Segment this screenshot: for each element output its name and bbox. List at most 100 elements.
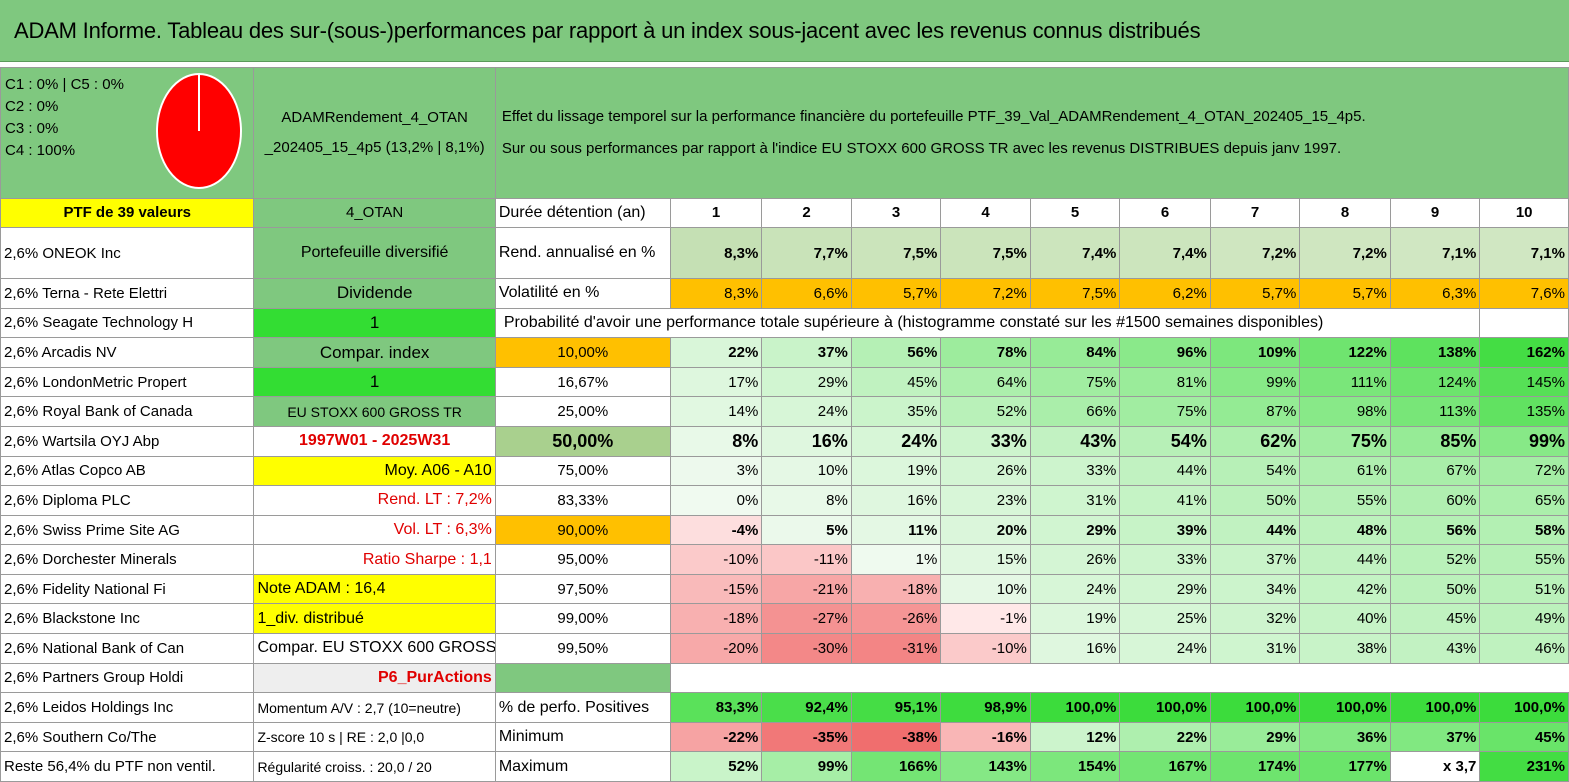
max-value: 166% (850, 751, 942, 782)
proba-value: 72% (1479, 455, 1569, 487)
proba-value: 24% (1119, 633, 1211, 664)
duration-2: 2 (761, 197, 852, 229)
proba-value: 44% (1299, 544, 1391, 575)
proba-value: 52% (1389, 544, 1481, 575)
max-value: x 3,7 (1389, 751, 1481, 782)
rend-value: 7,5% (940, 227, 1031, 280)
info-cell: EU STOXX 600 GROSS TR (253, 396, 496, 428)
proba-value: 16% (850, 485, 942, 516)
pos-value: 100,0% (1119, 692, 1211, 723)
min-value: 36% (1299, 721, 1391, 753)
duration-3: 3 (850, 197, 942, 229)
info-cell: 1 (253, 366, 496, 398)
max-value: 154% (1029, 751, 1121, 782)
proba-threshold: 99,50% (494, 633, 671, 664)
proba-value: 113% (1389, 396, 1481, 428)
info-cell: Rend. LT : 7,2% (253, 485, 496, 516)
vol-value: 8,3% (669, 278, 763, 309)
proba-value: 48% (1299, 514, 1391, 546)
min-value: 37% (1389, 721, 1481, 753)
proba-value: -20% (669, 633, 763, 664)
proba-value: 135% (1479, 396, 1569, 428)
pie-chart (155, 72, 243, 197)
holding-name: 2,6% National Bank of Can (0, 633, 255, 664)
proba-value: 26% (940, 455, 1031, 487)
proba-value: 40% (1299, 603, 1391, 635)
proba-value: 26% (1029, 544, 1121, 575)
empty-cell (1479, 307, 1569, 339)
info-cell: Z-score 10 s | RE : 2,0 |0,0 (253, 721, 496, 753)
holding-name: 2,6% Dorchester Minerals (0, 544, 255, 575)
proba-value: 49% (1479, 603, 1569, 635)
proba-value: 54% (1209, 455, 1301, 487)
vol-value: 6,6% (761, 278, 852, 309)
holding-name: 2,6% Royal Bank of Canada (0, 396, 255, 428)
proba-value: 67% (1389, 455, 1481, 487)
proba-value: -26% (850, 603, 942, 635)
holding-name: 2,6% Leidos Holdings Inc (0, 692, 255, 723)
proba-threshold: 25,00% (494, 396, 671, 428)
proba-value: -18% (669, 603, 763, 635)
proba-value: 33% (940, 426, 1031, 457)
empty-area (670, 663, 1568, 693)
pos-value: 100,0% (1029, 692, 1121, 723)
proba-value: 38% (1299, 633, 1391, 664)
proba-value: 14% (669, 396, 763, 428)
proba-value: 111% (1299, 366, 1391, 398)
proba-value: 62% (1209, 426, 1301, 457)
proba-value: 96% (1119, 337, 1211, 368)
duration-9: 9 (1389, 197, 1481, 229)
rend-value: 7,2% (1299, 227, 1391, 280)
proba-value: 46% (1479, 633, 1569, 664)
pos-value: 100,0% (1389, 692, 1481, 723)
holding-name: 2,6% LondonMetric Propert (0, 366, 255, 398)
holding-name: 2,6% Wartsila OYJ Abp (0, 426, 255, 457)
proba-value: 42% (1299, 573, 1391, 605)
pos-label: % de perfo. Positives (494, 692, 671, 723)
rend-value: 8,3% (669, 227, 763, 280)
pie-legend-cell: C1 : 0% | C5 : 0% C2 : 0% C3 : 0% C4 : 1… (0, 67, 255, 199)
pie-legend-c3: C3 : 0% (5, 120, 59, 137)
proba-value: 22% (669, 337, 763, 368)
min-value: 29% (1209, 721, 1301, 753)
proba-value: 29% (1029, 514, 1121, 546)
proba-value: 8% (761, 485, 852, 516)
proba-value: 55% (1299, 485, 1391, 516)
proba-threshold: 10,00% (494, 337, 671, 368)
info-cell: Portefeuille diversifié (253, 227, 496, 280)
min-value: 22% (1119, 721, 1211, 753)
info-cell: Momentum A/V : 2,7 (10=neutre) (253, 692, 496, 723)
proba-value: 37% (1209, 544, 1301, 575)
pos-value: 100,0% (1209, 692, 1301, 723)
holding-name: 2,6% Atlas Copco AB (0, 455, 255, 487)
proba-value: 45% (850, 366, 942, 398)
proba-value: 1% (850, 544, 942, 575)
proba-value: 75% (1299, 426, 1391, 457)
pie-legend-c4: C4 : 100% (5, 142, 76, 159)
proba-value: 54% (1119, 426, 1211, 457)
rend-value: 7,1% (1389, 227, 1481, 280)
proba-value: 34% (1209, 573, 1301, 605)
durations-label: Durée détention (an) (494, 197, 671, 229)
holding-name: 2,6% Blackstone Inc (0, 603, 255, 635)
rend-value: 7,2% (1209, 227, 1301, 280)
info-cell: Régularité croiss. : 20,0 / 20 (253, 751, 496, 782)
proba-value: 11% (850, 514, 942, 546)
proba-value: 16% (761, 426, 852, 457)
info-cell: Moy. A06 - A10 (253, 455, 496, 487)
rend-value: 7,4% (1029, 227, 1121, 280)
proba-value: 50% (1389, 573, 1481, 605)
vol-label: Volatilité en % (494, 278, 671, 309)
proba-value: -1% (940, 603, 1031, 635)
vol-value: 7,2% (940, 278, 1031, 309)
proba-value: 99% (1209, 366, 1301, 398)
min-label: Minimum (494, 721, 671, 753)
info-cell: Vol. LT : 6,3% (253, 514, 496, 546)
pos-value: 100,0% (1299, 692, 1391, 723)
info-cell: 1_div. distribué (253, 603, 496, 635)
proba-value: 87% (1209, 396, 1301, 428)
info-cell: Compar. EU STOXX 600 GROSS TR (253, 633, 496, 664)
proba-value: 50% (1209, 485, 1301, 516)
info-cell: Note ADAM : 16,4 (253, 573, 496, 605)
duration-1: 1 (669, 197, 763, 229)
